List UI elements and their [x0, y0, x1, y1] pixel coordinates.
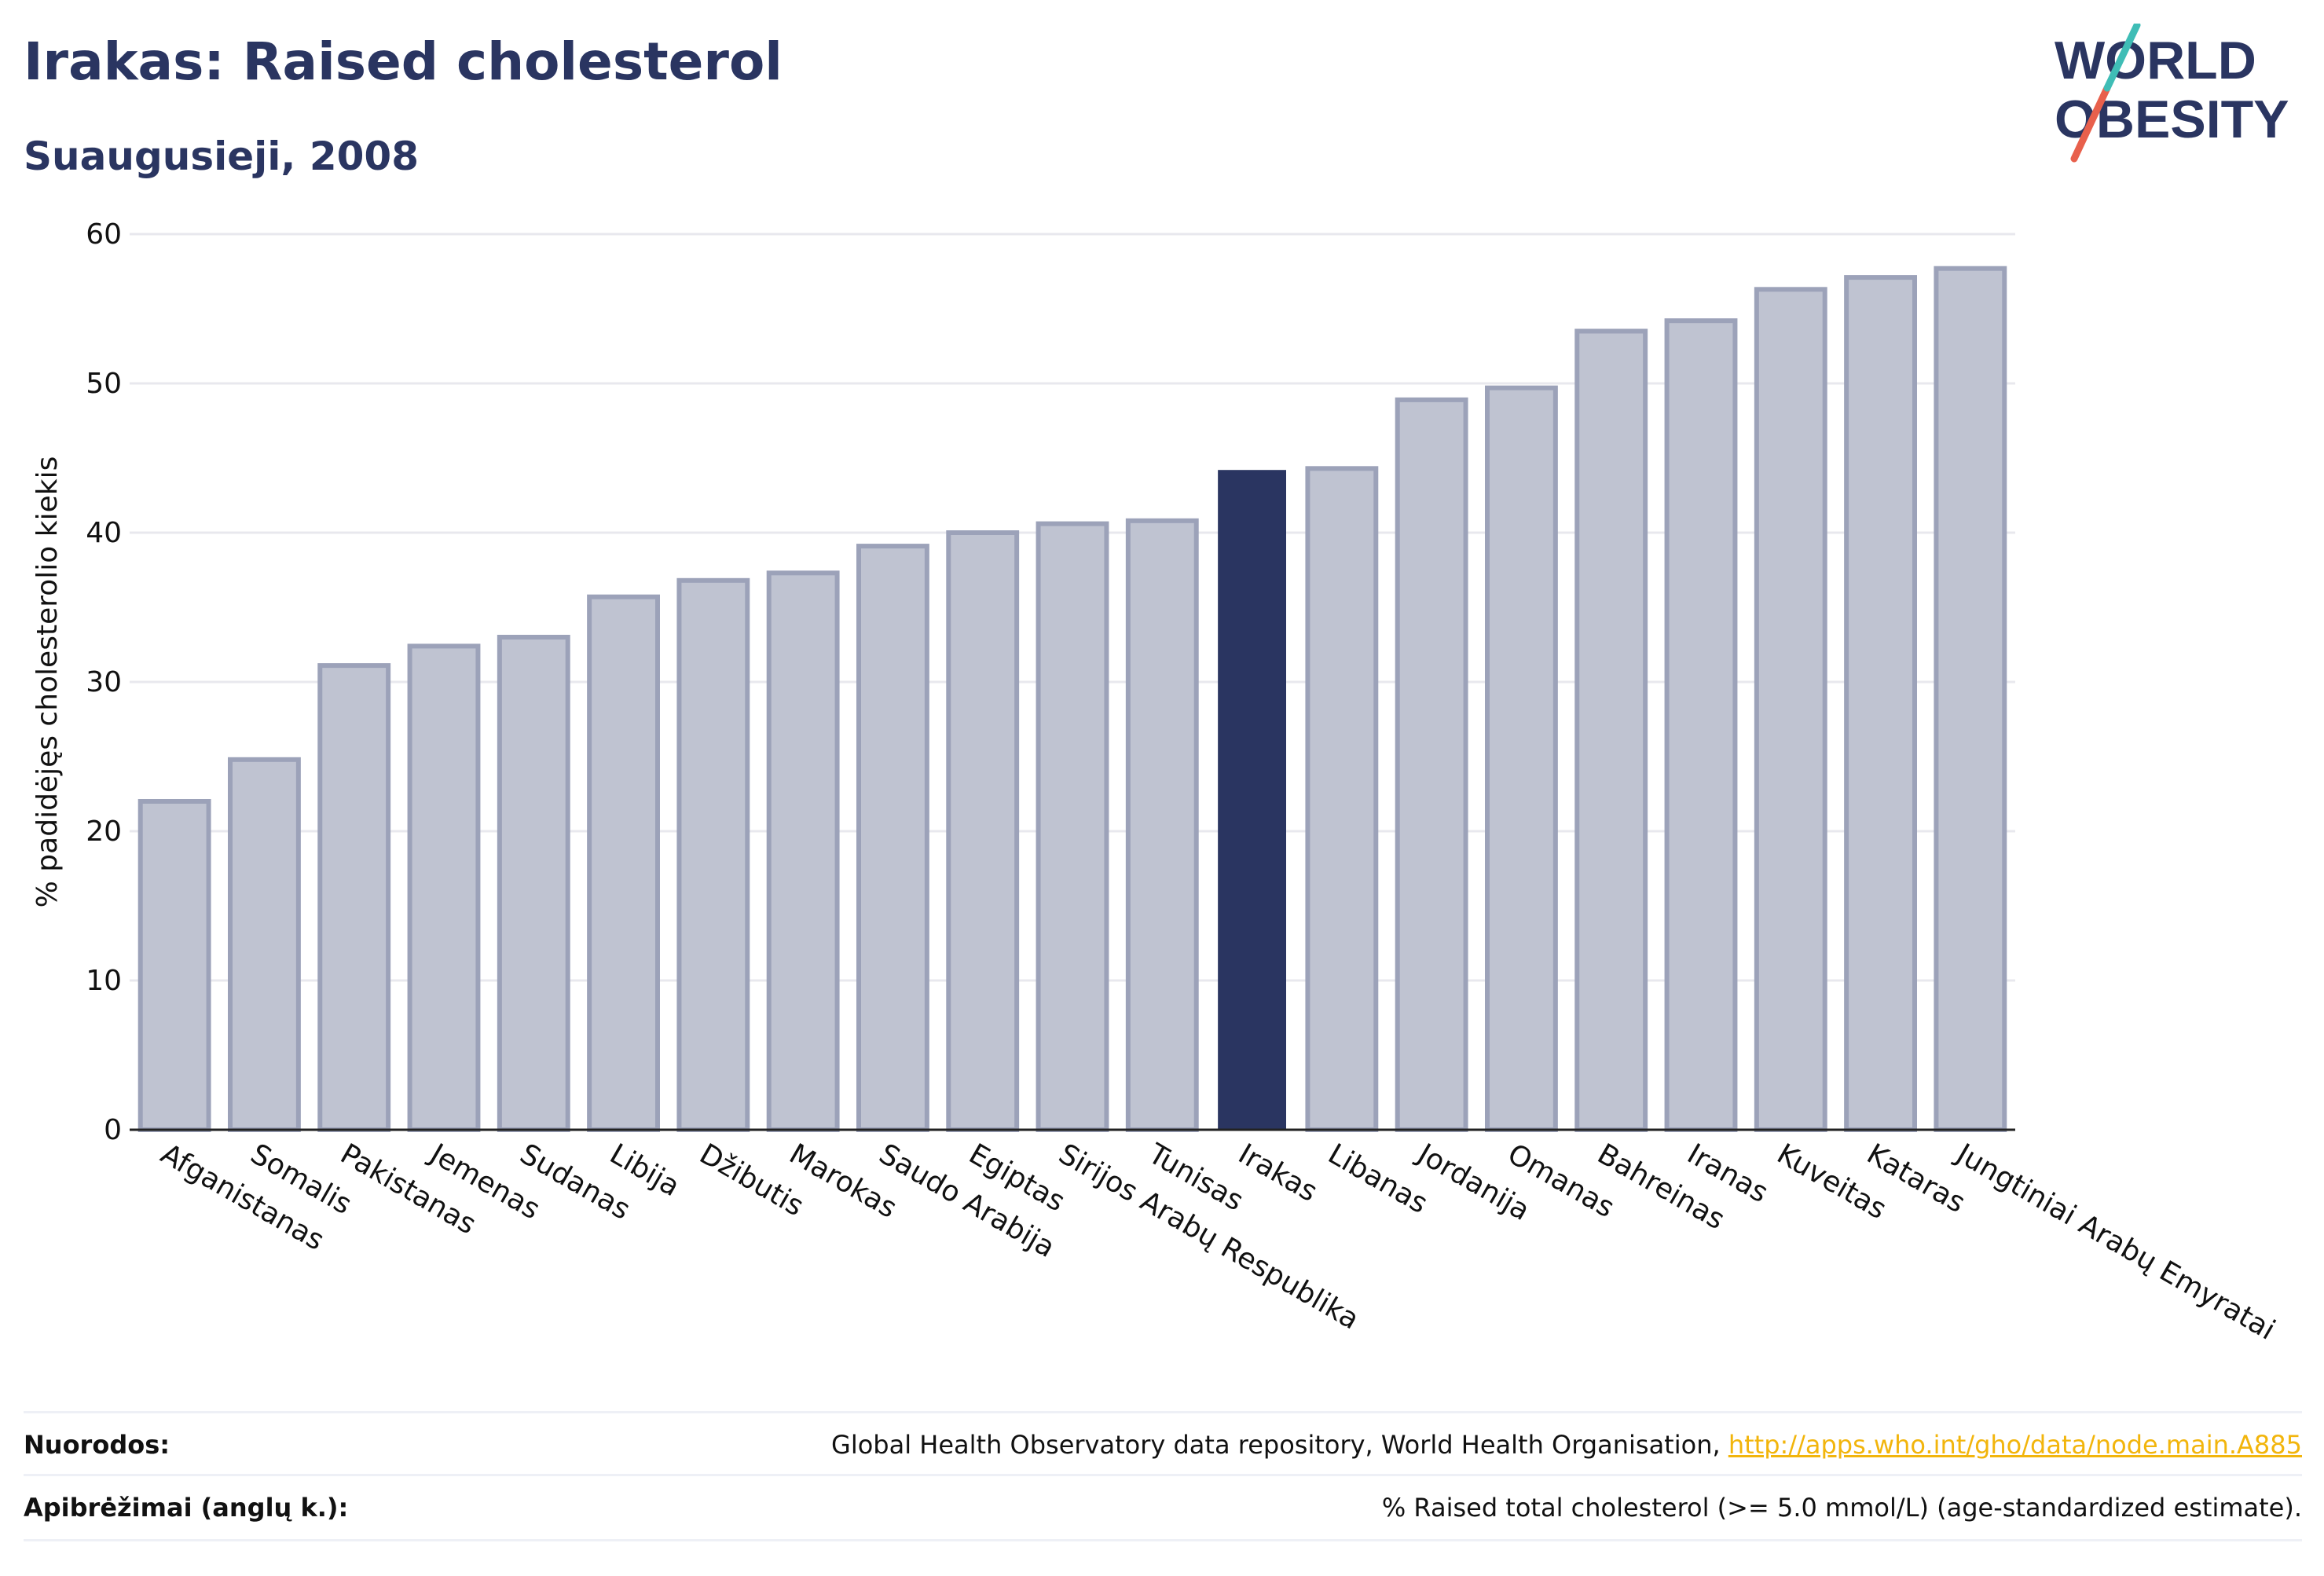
y-axis-label: % padidėjęs cholesterolio kiekis — [31, 456, 64, 908]
logo-line1: WORLD — [2055, 31, 2256, 90]
bar — [137, 799, 211, 1132]
sources-row: Nuorodos: Global Health Observatory data… — [24, 1411, 2302, 1476]
x-tick-label: Libanas — [1322, 1138, 1433, 1220]
bar — [946, 530, 1020, 1132]
y-tick-label: 50 — [86, 368, 122, 400]
bar-chart: 0 10 20 30 40 50 60 AfganistanasSomalisPakista… — [31, 218, 2281, 1347]
x-tick-label: Irakas — [1233, 1138, 1322, 1208]
bar — [1754, 287, 1827, 1132]
definitions-row: Apibrėžimai (anglų k.): % Raised total c… — [24, 1474, 2302, 1541]
y-axis-ticks: 0 10 20 30 40 50 60 — [86, 218, 122, 1146]
bar — [1574, 328, 1648, 1132]
x-axis-labels: AfganistanasSomalisPakistanasJemenasSuda… — [156, 1137, 2281, 1347]
bar — [587, 594, 661, 1132]
sources-value: Global Health Observatory data repositor… — [831, 1430, 2302, 1460]
y-tick-label: 30 — [86, 666, 122, 698]
bar — [407, 643, 481, 1132]
page-subtitle: Suaugusieji, 2008 — [24, 134, 419, 179]
y-tick-label: 40 — [86, 517, 122, 549]
bar — [1218, 470, 1286, 1130]
world-obesity-logo: WORLD OBESITY — [2055, 24, 2289, 163]
bar — [766, 570, 840, 1132]
sources-text: Global Health Observatory data repositor… — [831, 1430, 1728, 1460]
sources-label: Nuorodos: — [24, 1430, 170, 1460]
bar — [1305, 466, 1379, 1132]
y-tick-label: 60 — [86, 218, 122, 251]
bar — [228, 757, 301, 1132]
y-tick-label: 20 — [86, 815, 122, 848]
definitions-text: % Raised total cholesterol (>= 5.0 mmol/… — [1381, 1493, 2302, 1523]
page-title: Irakas: Raised cholesterol — [24, 31, 783, 92]
bar — [317, 663, 391, 1132]
sources-link[interactable]: http://apps.who.int/gho/data/node.main.A… — [1728, 1430, 2302, 1460]
y-tick-label: 0 — [104, 1114, 122, 1146]
bar — [1664, 318, 1738, 1133]
bar — [1934, 266, 2007, 1133]
bar — [1036, 521, 1109, 1132]
bar — [856, 544, 929, 1132]
bar — [1844, 275, 1917, 1133]
bar — [676, 577, 750, 1132]
bar — [1485, 385, 1558, 1132]
bars — [137, 266, 2007, 1133]
bar — [497, 635, 570, 1132]
definitions-label: Apibrėžimai (anglų k.): — [24, 1493, 349, 1523]
bar — [1395, 397, 1468, 1132]
x-tick-label: Jungtiniai Arabų Emyratai — [1950, 1137, 2281, 1347]
bar — [1125, 518, 1199, 1132]
y-tick-label: 10 — [86, 965, 122, 997]
